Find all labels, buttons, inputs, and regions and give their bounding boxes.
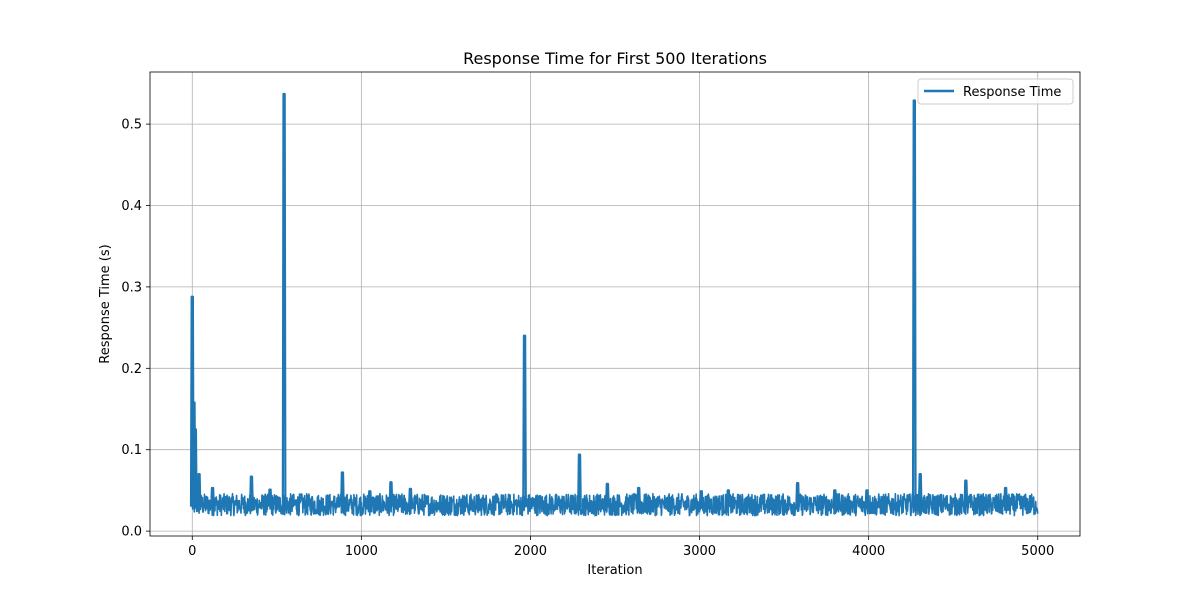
series-spike-3 xyxy=(196,473,202,507)
series-spike-16 xyxy=(698,490,704,507)
y-tick-label: 0.0 xyxy=(121,525,142,540)
series-spike-10 xyxy=(388,481,394,507)
series-spike-5 xyxy=(249,475,254,507)
series-spike-11 xyxy=(408,487,413,507)
x-axis-label: Iteration xyxy=(587,563,642,578)
series-spike-21 xyxy=(911,99,917,507)
x-tick-label: 0 xyxy=(188,544,196,559)
series-spike-8 xyxy=(340,471,345,507)
series-spike-17 xyxy=(725,489,731,507)
series-spike-14 xyxy=(605,482,610,507)
y-tick-label: 0.5 xyxy=(121,118,142,133)
legend: Response Time xyxy=(917,78,1074,105)
x-tick-label: 1000 xyxy=(345,544,378,559)
series-layer xyxy=(189,92,1039,517)
x-tick-label: 2000 xyxy=(514,544,547,559)
series-spike-9 xyxy=(367,490,373,507)
legend-label-response-time: Response Time xyxy=(963,85,1061,100)
series-spike-2 xyxy=(192,428,198,507)
y-gridlines xyxy=(150,123,1080,532)
series-spike-20 xyxy=(864,489,870,507)
series-line-response-time-baseline xyxy=(191,492,1039,517)
x-tick-label: 3000 xyxy=(683,544,716,559)
y-tick-label: 0.3 xyxy=(121,280,142,295)
series-spike-6 xyxy=(267,488,273,507)
plot-area-frame xyxy=(149,71,1081,537)
series-spike-4 xyxy=(210,486,215,507)
series-spike-7 xyxy=(281,92,287,507)
series-spike-13 xyxy=(577,453,582,507)
series-spike-24 xyxy=(1003,486,1008,507)
x-tick-label: 4000 xyxy=(852,544,885,559)
series-spike-18 xyxy=(795,481,800,507)
series-spike-15 xyxy=(636,486,642,507)
legend-frame xyxy=(917,78,1074,105)
series-spike-23 xyxy=(963,479,969,507)
series-spike-12 xyxy=(522,334,527,507)
series-spike-22 xyxy=(917,473,923,507)
y-axis-ticks: 0.0 0.1 0.2 0.3 0.4 0.5 xyxy=(121,118,150,540)
y-tick-label: 0.1 xyxy=(121,443,142,458)
y-tick-label: 0.4 xyxy=(121,199,142,214)
chart-title: Response Time for First 500 Iterations xyxy=(463,49,767,68)
x-tick-label: 5000 xyxy=(1021,544,1054,559)
x-gridlines xyxy=(191,72,1039,536)
x-axis-ticks: 0 1000 2000 3000 4000 5000 xyxy=(188,536,1054,559)
y-axis-label: Response Time (s) xyxy=(98,244,113,363)
y-tick-label: 0.2 xyxy=(121,362,142,377)
series-spike-19 xyxy=(832,489,838,507)
